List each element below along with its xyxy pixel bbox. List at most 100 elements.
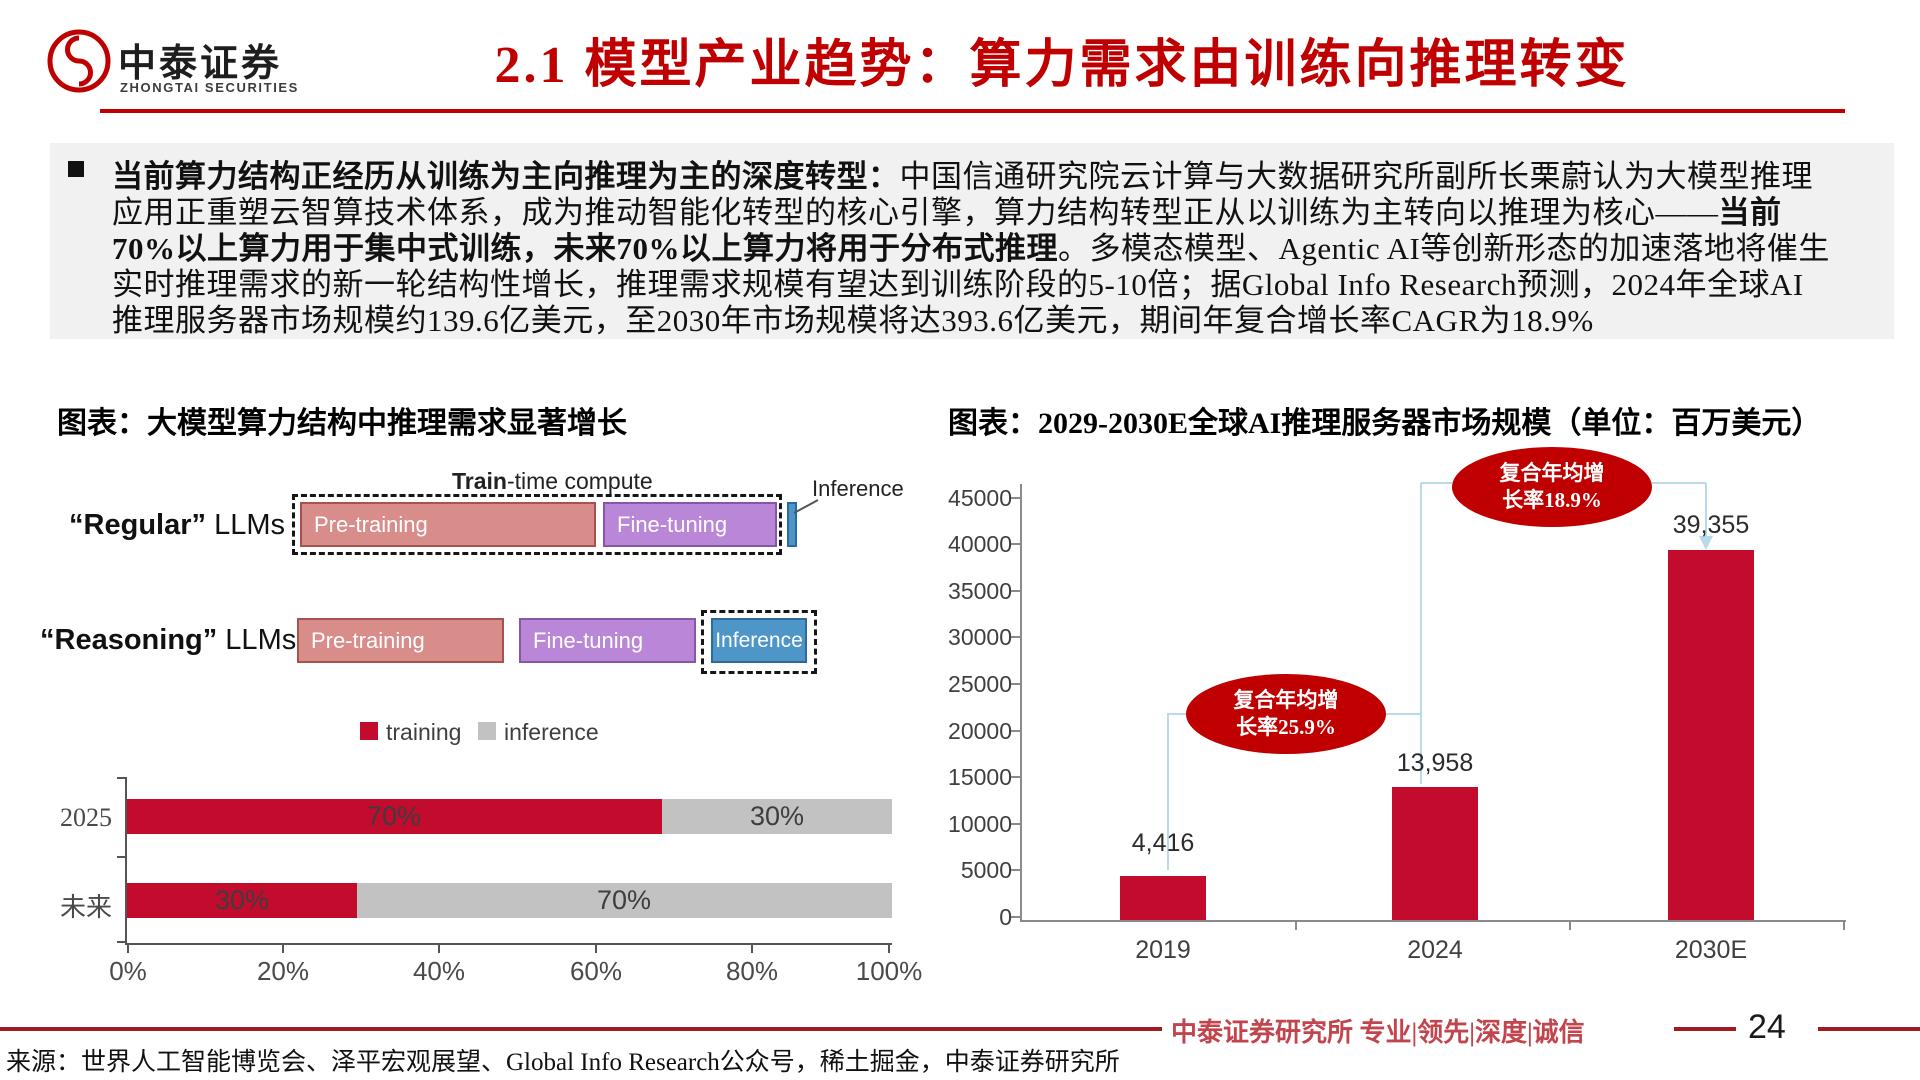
brand-name-cn: 中泰证券 bbox=[118, 43, 283, 85]
bar-2024 bbox=[1392, 787, 1478, 920]
summary-line-4: 实时推理需求的新一轮结构性增长，推理需求规模有望达到训练阶段的5-10倍；据Gl… bbox=[112, 259, 1804, 304]
stacked-x-axis bbox=[125, 943, 892, 945]
right-x-tick bbox=[1295, 922, 1297, 930]
reasoning-finetuning-box: Fine-tuning bbox=[519, 618, 696, 663]
legend-training-label: training bbox=[386, 719, 462, 745]
summary-block: 当前算力结构正经历从训练为主向推理为主的深度转型：中国信通研究院云计算与大数据研… bbox=[50, 143, 1894, 339]
value-2019: 4,416 bbox=[1131, 829, 1195, 857]
train-time-dotted-box bbox=[292, 494, 782, 555]
stacked-y-tick bbox=[117, 777, 125, 779]
page-number: 24 bbox=[1748, 1008, 1786, 1046]
right-x-tick bbox=[1569, 922, 1571, 930]
reasoning-pretraining-box: Pre-training bbox=[297, 618, 504, 663]
bar-future-inference-label: 70% bbox=[596, 885, 652, 915]
cagr-25-9-line1: 复合年均增 bbox=[1233, 688, 1339, 712]
ytick-15000: 15000 bbox=[948, 764, 1012, 790]
train-time-bold: Train bbox=[452, 468, 507, 494]
summary-line-2-normal: 应用正重塑云智算技术体系，成为推动智能化转型的核心引擎，算力结构转型正从以训练为… bbox=[112, 195, 1719, 230]
summary-line-3-normal: 。多模态模型、Agentic AI等创新形态的加速落地将催生 bbox=[1058, 231, 1830, 266]
ytick-20000: 20000 bbox=[948, 718, 1012, 744]
right-y-tick bbox=[1011, 869, 1020, 871]
bar-future-training-label: 30% bbox=[214, 885, 270, 915]
train-time-compute-label: Train-time compute bbox=[452, 468, 653, 495]
value-2030e: 39,355 bbox=[1672, 511, 1750, 539]
ytick-30000: 30000 bbox=[948, 624, 1012, 650]
footer-rule-mid bbox=[1674, 1027, 1736, 1031]
regular-rest: LLMs bbox=[206, 509, 285, 541]
stacked-x-tick bbox=[751, 945, 753, 953]
bar-2025-inference bbox=[662, 799, 892, 834]
summary-line-2: 应用正重塑云智算技术体系，成为推动智能化转型的核心引擎，算力结构转型正从以训练为… bbox=[112, 187, 1782, 232]
stacked-xtick-100: 100% bbox=[855, 956, 923, 986]
cagr-ellipse-18-9: 复合年均增 长率18.9% bbox=[1452, 447, 1652, 527]
summary-line-3-bold: 70%以上算力用于集中式训练，未来70%以上算力将用于分布式推理 bbox=[112, 231, 1058, 266]
summary-line-1-normal: 中国信通研究院云计算与大数据研究所副所长栗蔚认为大模型推理 bbox=[899, 159, 1813, 194]
right-y-tick bbox=[1011, 776, 1020, 778]
right-y-axis bbox=[1020, 484, 1022, 922]
right-y-tick bbox=[1011, 916, 1020, 918]
summary-line-3: 70%以上算力用于集中式训练，未来70%以上算力将用于分布式推理。多模态模型、A… bbox=[112, 223, 1830, 268]
bar-2030e bbox=[1668, 550, 1754, 920]
zhongtai-logo-icon bbox=[47, 29, 111, 93]
stacked-cat-future: 未来 bbox=[59, 893, 112, 922]
bar-future-inference bbox=[357, 883, 892, 918]
page-title: 2.1 模型产业趋势：算力需求由训练向推理转变 bbox=[494, 37, 1630, 94]
regular-pretraining-box: Pre-training bbox=[300, 502, 596, 547]
cat-2030e: 2030E bbox=[1674, 936, 1748, 964]
title-underline bbox=[100, 109, 1845, 113]
footer-brand: 中泰证券研究所 专业|领先|深度|诚信 bbox=[1171, 1018, 1585, 1047]
left-figure-title: 图表：大模型算力结构中推理需求显著增长 bbox=[57, 407, 627, 440]
stacked-y-tick bbox=[117, 941, 125, 943]
cat-2024: 2024 bbox=[1407, 936, 1463, 964]
cagr-18-9-line2: 长率18.9% bbox=[1502, 488, 1602, 512]
summary-line-5: 推理服务器市场规模约139.6亿美元，至2030年市场规模将达393.6亿美元，… bbox=[112, 295, 1594, 340]
right-y-tick bbox=[1011, 636, 1020, 638]
right-y-tick bbox=[1011, 683, 1020, 685]
ytick-10000: 10000 bbox=[948, 811, 1012, 837]
bar-2025-training bbox=[127, 799, 662, 834]
test-time-dotted-box bbox=[701, 610, 817, 674]
legend-inference-label: inference bbox=[504, 719, 599, 745]
right-y-tick bbox=[1011, 590, 1020, 592]
cagr-25-9-line2: 长率25.9% bbox=[1236, 715, 1336, 739]
bullet-square-icon bbox=[68, 161, 84, 177]
stacked-y-tick bbox=[117, 856, 125, 858]
reasoning-quoted: “Reasoning” bbox=[40, 624, 218, 656]
bar-future-training bbox=[127, 883, 357, 918]
ytick-25000: 25000 bbox=[948, 671, 1012, 697]
summary-line-5-normal: 推理服务器市场规模约139.6亿美元，至2030年市场规模将达393.6亿美元，… bbox=[112, 303, 1594, 338]
ytick-5000: 5000 bbox=[960, 857, 1012, 883]
legend-inference-swatch bbox=[478, 722, 496, 740]
cat-2019: 2019 bbox=[1135, 936, 1191, 964]
source-note: 来源：世界人工智能博览会、泽平宏观展望、Global Info Research… bbox=[6, 1049, 1120, 1076]
summary-line-4-normal: 实时推理需求的新一轮结构性增长，推理需求规模有望达到训练阶段的5-10倍；据Gl… bbox=[112, 267, 1804, 302]
summary-line-1: 当前算力结构正经历从训练为主向推理为主的深度转型：中国信通研究院云计算与大数据研… bbox=[112, 151, 1813, 196]
right-figure-title: 图表：2029-2030E全球AI推理服务器市场规模（单位：百万美元） bbox=[948, 407, 1822, 440]
regular-finetuning-box: Fine-tuning bbox=[603, 502, 777, 547]
stacked-y-axis bbox=[125, 777, 127, 945]
right-y-tick bbox=[1011, 730, 1020, 732]
cagr-ellipse-25-9: 复合年均增 长率25.9% bbox=[1186, 674, 1386, 754]
reasoning-inference-box: Inference bbox=[711, 618, 807, 663]
brand-name-en: ZHONGTAI SECURITIES bbox=[120, 80, 299, 95]
stacked-xtick-20: 20% bbox=[256, 956, 310, 986]
stacked-xtick-60: 60% bbox=[569, 956, 623, 986]
reasoning-llms-label: “Reasoning” LLMs bbox=[40, 624, 296, 657]
stacked-xtick-0: 0% bbox=[109, 956, 147, 986]
stacked-xtick-40: 40% bbox=[412, 956, 466, 986]
ytick-45000: 45000 bbox=[948, 485, 1012, 511]
regular-quoted: “Regular” bbox=[69, 509, 207, 541]
reasoning-rest: LLMs bbox=[217, 624, 297, 656]
ytick-40000: 40000 bbox=[948, 531, 1012, 557]
summary-line-2-bold: 当前 bbox=[1718, 195, 1782, 230]
right-y-tick bbox=[1011, 497, 1020, 499]
stacked-x-tick bbox=[888, 945, 890, 953]
right-x-axis bbox=[1020, 920, 1846, 922]
inference-pointer-label: Inference bbox=[812, 476, 904, 501]
regular-inference-sliver bbox=[787, 502, 797, 547]
value-2024: 13,958 bbox=[1396, 749, 1474, 777]
bar-2025-training-label: 70% bbox=[366, 801, 422, 831]
right-x-tick bbox=[1843, 922, 1845, 930]
footer-rule-left bbox=[0, 1027, 1162, 1031]
